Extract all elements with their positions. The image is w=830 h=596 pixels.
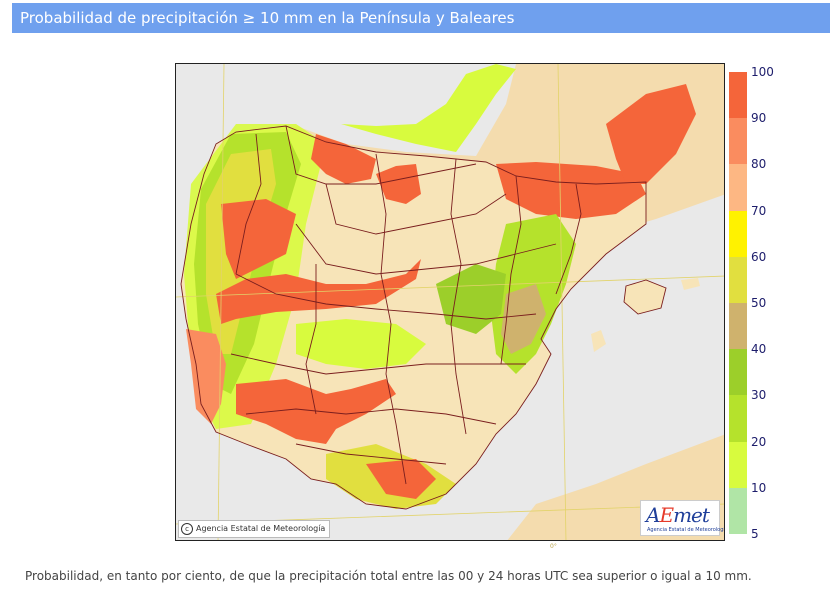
legend-swatch	[729, 72, 747, 119]
aemet-logo: AEmet Agencia Estatal de Meteorología	[640, 500, 724, 536]
legend-swatch	[729, 210, 747, 257]
logo-subtitle: Agencia Estatal de Meteorología	[647, 527, 725, 533]
legend-swatch	[729, 441, 747, 488]
legend-swatch	[729, 349, 747, 396]
menorca	[681, 278, 700, 290]
legend-label: 90	[751, 111, 767, 126]
legend-swatch	[729, 118, 747, 165]
legend-label: 10	[751, 480, 767, 495]
page-title: Probabilidad de precipitación ≥ 10 mm en…	[20, 9, 515, 27]
title-bar: Probabilidad de precipitación ≥ 10 mm en…	[12, 3, 830, 33]
legend-swatch	[729, 164, 747, 211]
legend-label: 40	[751, 342, 767, 357]
legend-swatch	[729, 303, 747, 350]
legend-swatch	[729, 395, 747, 442]
legend-label: 100	[751, 65, 774, 79]
legend-swatch	[729, 487, 747, 534]
province-borders	[180, 125, 667, 510]
copyright-text: Agencia Estatal de Meteorología	[196, 524, 326, 533]
legend-label: 20	[751, 434, 767, 449]
legend-label: 60	[751, 249, 767, 264]
legend-swatch	[729, 256, 747, 303]
probability-map: c Agencia Estatal de Meteorología AEmet A…	[175, 63, 725, 541]
precip-layer	[184, 64, 696, 509]
legend-labels: 100 90 80 70 60 50 40 30 20 10 5	[751, 66, 791, 540]
mallorca	[624, 280, 666, 314]
map-canvas	[176, 64, 724, 540]
legend-label: 5	[751, 527, 759, 541]
meridian-label: 0°	[550, 543, 557, 550]
legend-label: 80	[751, 157, 767, 172]
color-legend	[729, 72, 747, 534]
logo-wordmark: AEmet	[646, 503, 710, 527]
copyright-notice: c Agencia Estatal de Meteorología	[178, 520, 331, 538]
legend-label: 50	[751, 296, 767, 310]
legend-label: 70	[751, 203, 767, 218]
ibiza	[591, 330, 606, 352]
map-caption: Probabilidad, en tanto por ciento, de qu…	[25, 569, 752, 583]
legend-label: 30	[751, 388, 767, 403]
copyright-icon: c	[181, 522, 193, 535]
